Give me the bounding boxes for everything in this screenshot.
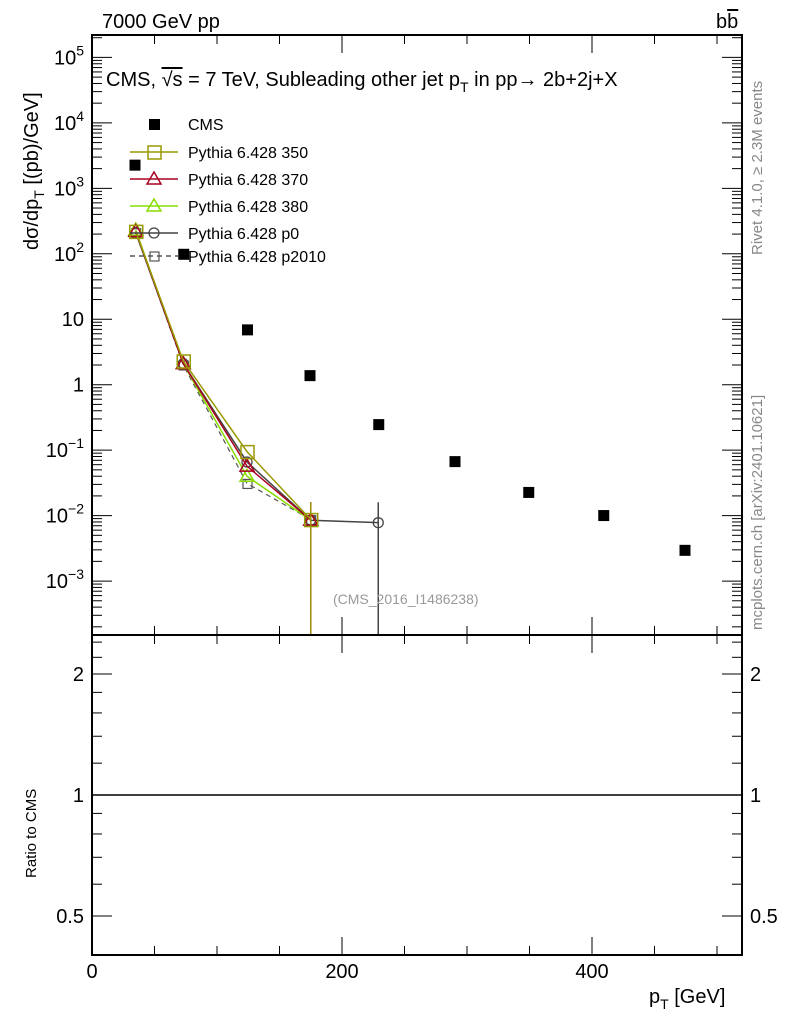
legend-item: CMS [149, 117, 224, 134]
legend-label: Pythia 6.428 p2010 [188, 249, 326, 266]
y-tick-exp: 2 [76, 239, 84, 255]
data-point [449, 456, 461, 468]
legend-item: Pythia 6.428 p0 [130, 226, 299, 243]
ratio-y-axis-label: Ratio to CMS [23, 789, 40, 878]
data-point [178, 248, 190, 260]
data-point [129, 159, 141, 171]
series-pythia-6-428-p2010 [131, 228, 317, 635]
legend-item: Pythia 6.428 p2010 [130, 249, 326, 266]
legend-item: Pythia 6.428 380 [130, 197, 308, 216]
legend-marker [149, 251, 160, 262]
legend-item: Pythia 6.428 350 [130, 145, 308, 162]
ratio-panel: 0 200 400 2 2 1 1 0.5 0.5 [56, 634, 778, 983]
rivet-label: Rivet 4.1.0, ≥ 2.3M events [749, 81, 766, 255]
y-tick-label: 104 [54, 108, 84, 135]
y-tick-base: 1 [73, 375, 84, 397]
data-point [242, 324, 253, 336]
y-tick-exp: −1 [68, 435, 84, 451]
series-line [135, 232, 379, 524]
y-tick-exp: 3 [76, 173, 84, 189]
series-line [135, 232, 312, 521]
header-energy: 7000 GeV pp [102, 11, 220, 33]
y-tick-label: 1 [73, 375, 84, 397]
y-tick-base: 10 [46, 506, 68, 528]
y-tick-base: 10 [54, 244, 76, 266]
series-line [135, 229, 312, 521]
data-point [238, 467, 256, 482]
ratio-tick-label: 2 [750, 664, 761, 686]
legend-marker [148, 227, 160, 239]
legend-marker [149, 119, 160, 130]
y-tick-base: 10 [46, 440, 68, 462]
y-tick-label: 102 [54, 239, 84, 266]
x-tick-label: 200 [325, 961, 358, 983]
y-tick-base: 10 [54, 113, 76, 135]
legend-item: Pythia 6.428 370 [130, 170, 308, 189]
y-tick-base: 10 [62, 309, 84, 331]
legend-label: Pythia 6.428 380 [188, 199, 308, 216]
series-cms [129, 159, 691, 556]
data-point [129, 224, 144, 240]
x-axis-label: pT [GeV] [649, 986, 725, 1012]
legend-marker [145, 197, 163, 212]
series-line [135, 231, 312, 521]
y-tick-base: 10 [46, 571, 68, 593]
y-tick-exp: −3 [68, 566, 84, 582]
data-point [304, 512, 319, 528]
plot-title: CMS, √s = 7 TeV, Subleading other jet pT… [106, 69, 618, 95]
series-pythia-6-428-370 [127, 222, 320, 635]
series-pythia-6-428-350 [129, 224, 319, 635]
ratio-tick-label: 0.5 [56, 906, 84, 928]
data-point [679, 544, 691, 556]
ratio-tick-label: 1 [73, 785, 84, 807]
data-point [242, 478, 253, 490]
legend-label: Pythia 6.428 p0 [188, 226, 299, 243]
data-point [598, 510, 610, 522]
y-tick-label: 103 [54, 173, 84, 200]
y-tick-label: 10−3 [46, 566, 84, 593]
x-tick-label: 400 [575, 961, 608, 983]
y-tick-label: 10−2 [46, 501, 84, 528]
series-pythia-6-428-p0 [130, 227, 384, 635]
y-tick-exp: 4 [76, 108, 84, 124]
legend-label: CMS [188, 117, 224, 134]
y-tick-base: 10 [54, 178, 76, 200]
y-axis-label: dσ/dpT [(pb)/GeV] [21, 92, 47, 250]
x-tick-label: 0 [86, 961, 97, 983]
y-tick-label: 105 [54, 42, 84, 69]
data-point [176, 354, 191, 369]
ratio-tick-label: 1 [750, 785, 761, 807]
analysis-id: (CMS_2016_I1486238) [333, 591, 479, 607]
y-tick-label: 10 [62, 309, 84, 331]
y-tick-base: 10 [54, 47, 76, 69]
legend-label: Pythia 6.428 350 [188, 145, 308, 162]
data-point [373, 419, 385, 431]
data-point [240, 444, 255, 460]
legend-marker [145, 170, 163, 185]
mcplots-label: mcplots.cern.ch [arXiv:2401.10621] [749, 395, 766, 630]
series-line [135, 231, 312, 521]
y-tick-exp: 5 [76, 42, 84, 58]
ratio-tick-label: 2 [73, 664, 84, 686]
y-tick-label: 10−1 [46, 435, 84, 462]
legend-label: Pythia 6.428 370 [188, 172, 308, 189]
data-point [304, 370, 316, 382]
header-process: bb [716, 11, 738, 33]
ratio-tick-label: 0.5 [750, 906, 778, 928]
data-point [127, 222, 145, 238]
data-point [238, 457, 256, 472]
y-tick-exp: −2 [68, 501, 84, 517]
data-point [372, 517, 384, 529]
legend: CMS Pythia 6.428 350 Pythia 6.428 370 Pythi… [130, 117, 326, 266]
legend-marker [147, 145, 162, 160]
data-point [523, 486, 535, 498]
